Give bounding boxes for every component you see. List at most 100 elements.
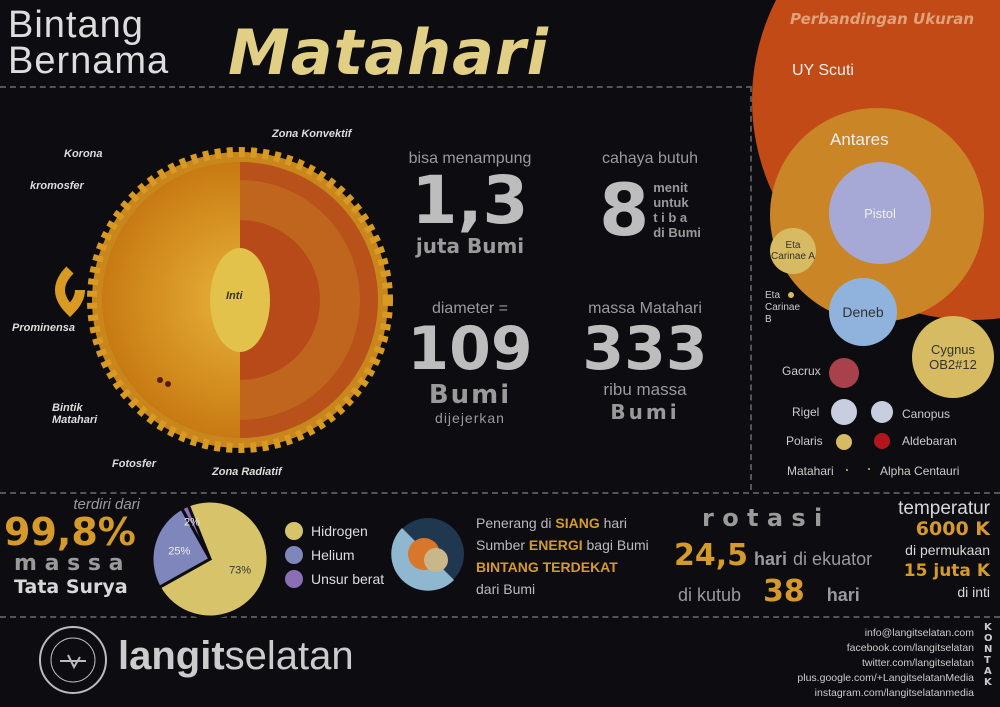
stat-light-time: cahaya butuh 8 menit untuk t i b a di Bu… — [575, 150, 725, 252]
stat-value: 333 — [582, 314, 708, 384]
stat-post2: Bumi — [610, 400, 680, 424]
kontak-label: K O N T A K — [984, 622, 993, 688]
pie-slice-hidrogen — [157, 499, 270, 619]
pie-label: 2% — [184, 516, 200, 528]
stat-post: Bumi — [428, 380, 512, 410]
composition-pre: terdiri dari — [73, 496, 140, 513]
langitselatan-logo — [39, 626, 107, 694]
legend-swatch — [285, 546, 303, 564]
star-aldebaran — [874, 433, 890, 449]
composition-post: Tata Surya — [14, 576, 128, 598]
star-deneb: Deneb — [829, 278, 897, 346]
label-kromosfer: kromosfer — [30, 180, 84, 192]
composition-mid: m a s s a — [14, 551, 124, 576]
stat-post2: dijejerkan — [435, 410, 505, 426]
label-prominensa: Prominensa — [12, 322, 75, 334]
brand-light: selatan — [224, 634, 354, 678]
legend-label: Hidrogen — [311, 523, 368, 539]
contact-google-plus[interactable]: plus.google.com/+LangitselatanMedia — [797, 672, 974, 684]
divider — [0, 492, 1000, 494]
star-gacrux — [829, 358, 859, 388]
label-inti: Inti — [226, 290, 243, 302]
stat-mass: massa Matahari 333 ribu massa Bumi — [565, 300, 725, 424]
rotation-pole-label: di kutub — [678, 585, 742, 605]
stat-side: untuk — [653, 195, 689, 210]
rotation-eq-value: 24,5 — [674, 538, 749, 573]
fact-text: bagi Bumi — [582, 537, 649, 553]
brand-bold: langit — [118, 634, 225, 678]
title-main: Matahari — [228, 16, 549, 89]
label-korona: Korona — [64, 148, 103, 160]
day-night-icon — [391, 518, 464, 591]
fact-highlight: SIANG — [555, 515, 600, 531]
stat-side: di Bumi — [653, 225, 701, 240]
fact-text: Penerang di — [476, 515, 556, 531]
pie-label: 25% — [168, 545, 190, 557]
fact-text: dari Bumi — [476, 581, 536, 597]
rotation-pole-value: 38 — [763, 574, 805, 609]
stat-side: menit — [653, 180, 688, 195]
legend-item: Helium — [285, 546, 384, 564]
contact-facebook[interactable]: facebook.com/langitselatan — [846, 642, 974, 654]
stat-value: 1,3 — [411, 162, 529, 239]
label-matahari: Matahari — [787, 464, 834, 478]
label-alpha-centauri: Alpha Centauri — [880, 464, 960, 478]
label-antares: Antares — [830, 130, 889, 149]
temperature: temperatur 6000 K di permukaan 15 juta K… — [870, 498, 990, 603]
divider — [0, 616, 1000, 618]
title: Bintang Bernama — [8, 6, 169, 80]
legend-item: Hidrogen — [285, 522, 384, 540]
divider — [0, 86, 752, 88]
stat-post: juta Bumi — [415, 234, 525, 258]
label-bintik: Bintik Matahari — [52, 402, 112, 426]
stat-pre: cahaya butuh — [601, 150, 699, 167]
legend-label: Unsur berat — [311, 571, 385, 587]
rotation-pole: di kutub 38 hari — [678, 574, 860, 609]
composition-value: 99,8% — [4, 510, 136, 554]
label-rigel: Rigel — [792, 405, 820, 419]
star-rigel — [831, 399, 857, 425]
label-aldebaran: Aldebaran — [902, 434, 957, 448]
legend-label: Helium — [311, 547, 355, 563]
contact-list: info@langitselatan.com facebook.com/lang… — [797, 626, 974, 701]
stat-value: 109 — [407, 314, 533, 384]
star-eta-carinae-b — [788, 292, 794, 298]
rotation-title: r o t a s i — [702, 504, 823, 532]
label-eta-carinae-b: Eta Carinae B — [765, 290, 801, 325]
star-matahari — [846, 469, 848, 471]
star-cygnus: Cygnus OB2#12 — [912, 316, 994, 398]
label-canopus: Canopus — [902, 407, 951, 421]
comparison-title: Perbandingan Ukuran — [790, 10, 975, 28]
contact-email[interactable]: info@langitselatan.com — [864, 627, 974, 639]
sun-diagram — [55, 147, 393, 453]
label-bintik-text: Bintik Matahari — [52, 402, 98, 426]
legend-swatch — [285, 570, 303, 588]
pie-slice-helium — [150, 506, 213, 590]
pie-legend: Hidrogen Helium Unsur berat — [285, 522, 384, 594]
stat-pre: diameter = — [431, 300, 509, 317]
facts: Penerang di SIANG hari Sumber ENERGI bag… — [476, 512, 649, 600]
star-polaris — [836, 434, 852, 450]
stat-diameter: diameter = 109 Bumi dijejerkan — [390, 300, 550, 426]
pie-slice-unsur-berat — [179, 503, 212, 560]
fact-highlight: BINTANG TERDEKAT — [476, 559, 618, 575]
stat-post: ribu massa — [603, 380, 687, 399]
pie-label: 73% — [229, 565, 251, 577]
stat-pre: massa Matahari — [588, 300, 702, 317]
temp-title: temperatur — [898, 498, 990, 519]
label-zona-konvektif: Zona Konvektif — [272, 128, 352, 140]
stat-side: t i b a — [653, 210, 688, 225]
temp-surface-label: di permukaan — [905, 542, 990, 558]
divider — [750, 86, 752, 490]
temp-core: 15 juta K — [903, 561, 990, 581]
legend-swatch — [285, 522, 303, 540]
star-alpha-centauri — [868, 468, 870, 470]
brand: langitselatan — [118, 634, 354, 679]
fact-text: hari — [599, 515, 627, 531]
contact-instagram[interactable]: instagram.com/langitselatanmedia — [814, 687, 974, 699]
label-fotosfer: Fotosfer — [112, 458, 156, 470]
rotation-pole-unit: hari — [826, 585, 860, 605]
temp-surface: 6000 K — [915, 518, 990, 540]
rotation-equator: 24,5 hari di ekuator — [674, 538, 872, 573]
contact-twitter[interactable]: twitter.com/langitselatan — [861, 657, 974, 669]
